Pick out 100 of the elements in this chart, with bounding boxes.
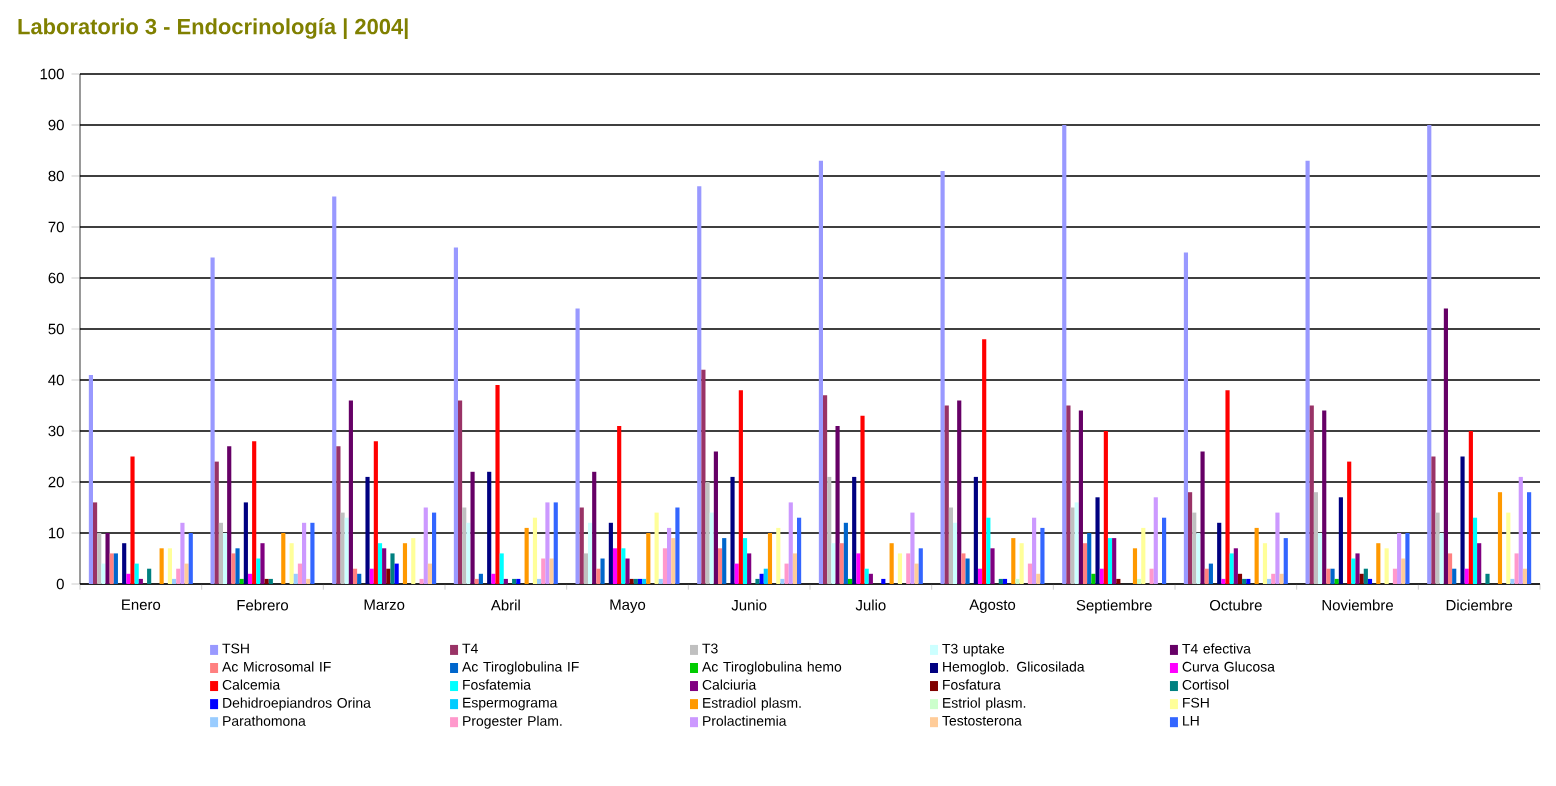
bar <box>910 512 915 584</box>
bar <box>172 578 177 584</box>
bar <box>411 538 416 584</box>
bar <box>1283 538 1288 584</box>
bar <box>1497 492 1503 584</box>
bar <box>340 512 345 584</box>
bar <box>1149 568 1154 584</box>
bar <box>336 446 341 584</box>
bar <box>755 578 760 584</box>
bar <box>537 578 542 584</box>
bar <box>1019 543 1024 584</box>
bar <box>306 578 311 584</box>
bar <box>373 441 378 584</box>
bar <box>1363 568 1368 584</box>
bar <box>1427 124 1432 584</box>
bar <box>1153 497 1158 584</box>
bar <box>776 527 781 584</box>
bar <box>1225 390 1230 584</box>
bar <box>856 553 861 584</box>
bar <box>402 543 408 584</box>
bar <box>784 563 789 584</box>
bar <box>835 425 840 584</box>
bar <box>642 578 647 584</box>
bar <box>1309 405 1314 584</box>
bar <box>1322 410 1327 584</box>
bar <box>1431 456 1436 584</box>
bar <box>122 543 127 584</box>
bar <box>986 517 991 584</box>
bar <box>466 522 471 584</box>
bar <box>592 471 597 584</box>
bar <box>1229 553 1234 584</box>
bar <box>831 543 836 584</box>
bar <box>1208 563 1213 584</box>
bar <box>1305 160 1310 584</box>
bar <box>914 563 919 584</box>
bar <box>1137 578 1142 584</box>
bar <box>1514 553 1519 584</box>
bar <box>717 548 723 584</box>
bar <box>1279 573 1284 584</box>
bar <box>1233 548 1238 584</box>
bar <box>646 533 651 584</box>
bar <box>1443 308 1448 584</box>
bar <box>654 512 659 584</box>
bar <box>982 339 987 584</box>
bar <box>126 573 131 584</box>
bar <box>1237 573 1243 584</box>
bar <box>432 512 437 584</box>
bar <box>1376 543 1381 584</box>
bar <box>818 160 823 584</box>
bar <box>1510 578 1515 584</box>
bar <box>1485 573 1490 584</box>
bar <box>478 573 483 584</box>
bar <box>553 502 558 584</box>
bar <box>952 522 958 584</box>
bar <box>218 522 223 584</box>
bar <box>1392 568 1398 584</box>
bar <box>1087 533 1092 584</box>
bar <box>1367 578 1373 584</box>
bar <box>1435 512 1440 584</box>
bar <box>134 563 139 584</box>
bar <box>499 553 504 584</box>
bar <box>147 568 152 584</box>
bar <box>386 568 391 584</box>
bar <box>697 186 702 584</box>
bar <box>210 257 215 584</box>
bar <box>474 578 479 584</box>
bar <box>427 563 433 584</box>
bar <box>1188 492 1193 584</box>
bar <box>625 558 630 584</box>
bar <box>92 502 98 584</box>
bar <box>621 548 626 584</box>
bar <box>881 578 886 584</box>
bar <box>1464 568 1469 584</box>
bar <box>864 568 869 584</box>
bar <box>1112 538 1117 584</box>
bar <box>948 507 953 584</box>
bar <box>458 400 463 584</box>
bar <box>297 563 303 584</box>
bar <box>847 578 853 584</box>
bar <box>159 548 164 584</box>
bar <box>130 456 135 584</box>
bar <box>302 522 307 584</box>
bar <box>1015 578 1020 584</box>
bar <box>734 563 739 584</box>
bar <box>1032 517 1037 584</box>
bar <box>1506 512 1511 584</box>
bar <box>675 507 680 584</box>
bar <box>222 533 228 584</box>
bar <box>1217 522 1222 584</box>
bar <box>1477 543 1482 584</box>
bar <box>587 522 593 584</box>
bar <box>738 390 743 584</box>
bar <box>180 522 185 584</box>
bar <box>1095 497 1100 584</box>
bar <box>897 553 903 584</box>
bar <box>667 527 672 584</box>
bar <box>918 548 923 584</box>
bar <box>575 308 580 584</box>
bar <box>1522 568 1528 584</box>
bar <box>1447 553 1453 584</box>
